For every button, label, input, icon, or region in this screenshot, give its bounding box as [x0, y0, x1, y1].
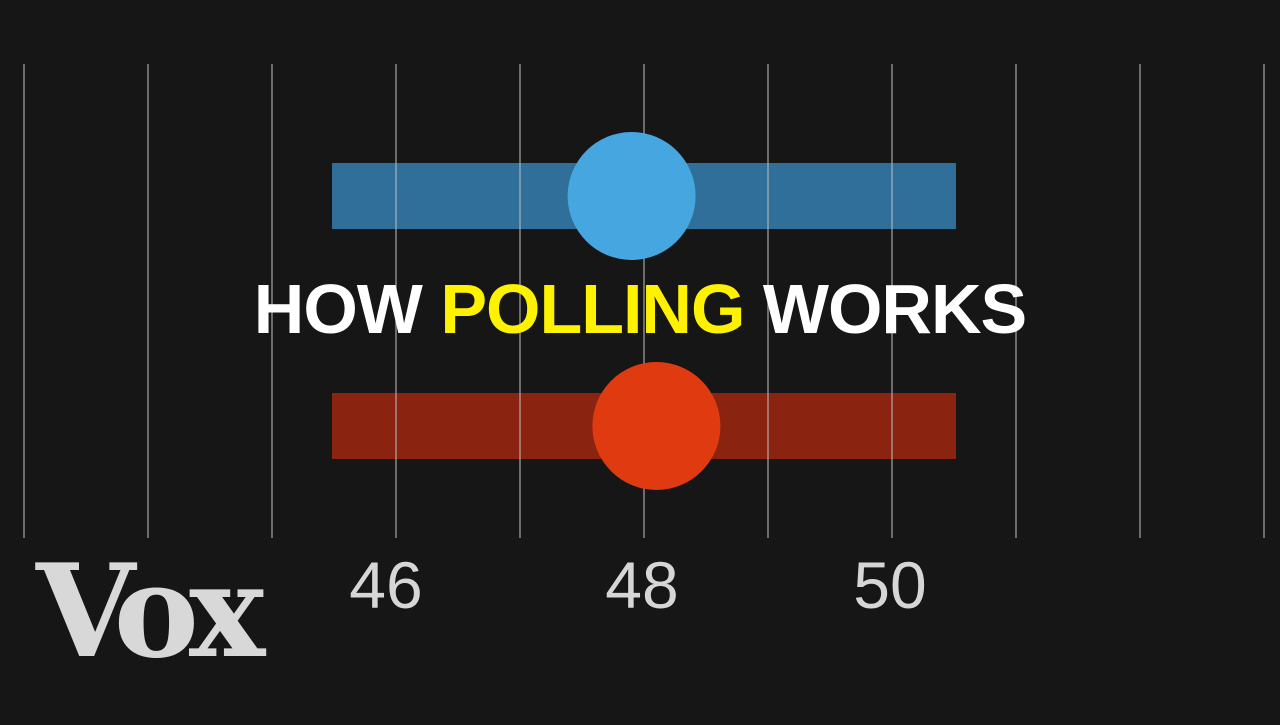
title-how: HOW — [253, 270, 423, 348]
red-estimate-dot — [592, 362, 721, 490]
video-title: HOW POLLING WORKS — [0, 272, 1280, 346]
x-tick-label: 48 — [605, 548, 678, 622]
x-tick-label: 46 — [349, 548, 422, 622]
title-polling: POLLING — [440, 270, 745, 348]
blue-estimate-dot — [567, 132, 696, 260]
title-works: WORKS — [762, 270, 1027, 348]
vox-logo: Vox — [36, 537, 265, 687]
x-tick-label: 50 — [853, 548, 926, 622]
